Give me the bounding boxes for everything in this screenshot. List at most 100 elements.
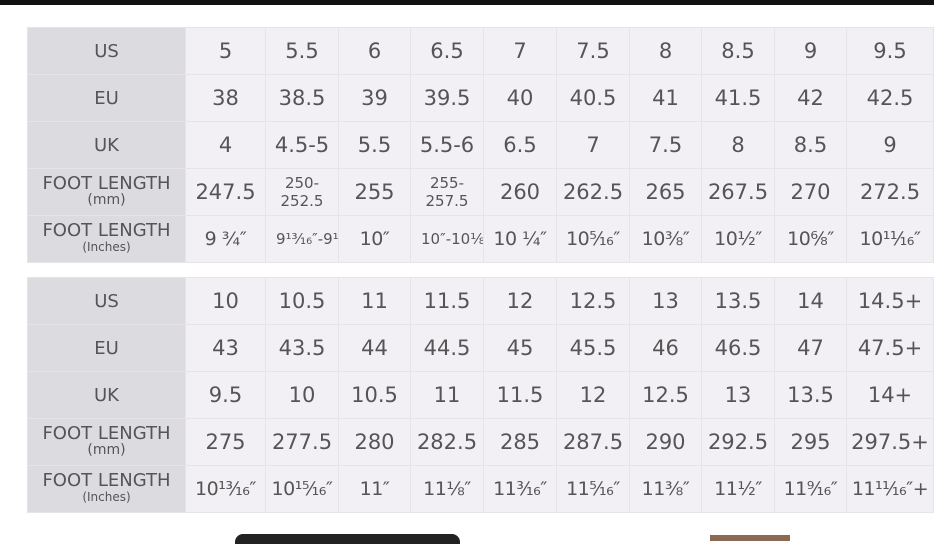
size-cell: 255-257.5 [410,168,484,216]
size-cell: 260 [483,168,557,216]
size-cell: 4 [185,121,266,169]
size-cell: 38 [185,74,266,122]
row-label-unit: (Inches) [82,240,131,254]
size-cell: 280 [338,418,411,466]
size-cell: 262.5 [556,168,630,216]
row-label: FOOT LENGTH (mm) [27,168,186,216]
size-cell: 8 [701,121,775,169]
size-cell: 44.5 [410,324,484,372]
size-cell: 11 [410,371,484,419]
size-cell: 43.5 [265,324,339,372]
size-table-1: US 5 5.5 6 6.5 7 7.5 8 8.5 9 9.5 EU 38 38.5 39 39.5 40 40… [27,27,934,263]
table-row: FOOT LENGTH (Inches) 10¹³⁄₁₆″ 10¹⁵⁄₁₆″ 11″ 11… [27,465,934,513]
size-cell: 9 [846,121,934,169]
size-cell: 8.5 [701,27,775,75]
row-label-unit: (mm) [87,192,126,208]
size-cell: 42.5 [846,74,934,122]
size-cell: 292.5 [701,418,775,466]
size-range-text: 10″-10⅛″ [421,230,484,248]
size-cell: 10.5 [338,371,411,419]
size-cell: 270 [774,168,847,216]
size-cell: 295 [774,418,847,466]
size-cell: 12 [556,371,630,419]
size-cell: 11.5 [410,277,484,325]
table-row: FOOT LENGTH (mm) 275 277.5 280 282.5 285 287.5 2… [27,418,934,466]
size-cell: 10.5 [265,277,339,325]
size-cell: 14+ [846,371,934,419]
size-cell: 12.5 [629,371,702,419]
size-cell: 5 [185,27,266,75]
size-cell: 44 [338,324,411,372]
size-cell: 13 [629,277,702,325]
size-cell: 13.5 [701,277,775,325]
size-cell: 42 [774,74,847,122]
size-cell: 11 [338,277,411,325]
size-cell: 46.5 [701,324,775,372]
size-cell: 10 [265,371,339,419]
size-cell: 39.5 [410,74,484,122]
size-cell: 275 [185,418,266,466]
size-cell: 40 [483,74,557,122]
size-cell: 247.5 [185,168,266,216]
size-cell: 13 [701,371,775,419]
size-cell: 287.5 [556,418,630,466]
size-cell: 8.5 [774,121,847,169]
size-cell: 9 ¾″ [185,215,266,263]
size-cell: 10 [185,277,266,325]
row-label: FOOT LENGTH (Inches) [27,465,186,513]
table-row: US 10 10.5 11 11.5 12 12.5 13 13.5 14 14.5+ [27,277,934,325]
row-label-text: FOOT LENGTH [42,173,171,194]
size-cell: 265 [629,168,702,216]
size-cell: 255 [338,168,411,216]
table-row: EU 38 38.5 39 39.5 40 40.5 41 41.5 42 42.5 [27,74,934,122]
size-cell: 277.5 [265,418,339,466]
table-row: UK 4 4.5-5 5.5 5.5-6 6.5 7 7.5 8 8.5 9 [27,121,934,169]
bottom-button-partial [235,534,460,544]
size-range-text: 9¹³⁄₁₆″-9¹⁵⁄₁₆″ [276,230,339,248]
size-cell: 10¹³⁄₁₆″ [185,465,266,513]
size-cell: 272.5 [846,168,934,216]
size-cell: 7.5 [556,27,630,75]
size-cell: 11.5 [483,371,557,419]
size-cell: 41 [629,74,702,122]
size-cell: 267.5 [701,168,775,216]
row-label-text: FOOT LENGTH [42,423,171,444]
size-range-text: 255-257.5 [425,174,469,210]
size-cell: 11⅛″ [410,465,484,513]
row-label: EU [27,74,186,122]
size-range-text: 250-252.5 [280,174,324,210]
size-cell: 47.5+ [846,324,934,372]
table-row: FOOT LENGTH(Inches)9 ¾″9¹³⁄₁₆″-9¹⁵⁄₁₆″10… [27,215,934,263]
row-label-unit: (mm) [87,442,126,458]
size-cell: 9 [774,27,847,75]
size-cell: 285 [483,418,557,466]
row-label-unit: (Inches) [82,490,131,504]
table-row: EU 43 43.5 44 44.5 45 45.5 46 46.5 47 47.5+ [27,324,934,372]
row-label-text: US [94,290,119,312]
size-cell: 10″ [338,215,411,263]
row-label-text: EU [94,87,119,109]
size-cell: 11″ [338,465,411,513]
size-cell: 7 [483,27,557,75]
top-bar [0,0,934,5]
size-cell: 9.5 [846,27,934,75]
size-cell: 12 [483,277,557,325]
size-cell: 14.5+ [846,277,934,325]
size-cell: 7 [556,121,630,169]
size-cell: 5.5 [338,121,411,169]
size-cell: 7.5 [629,121,702,169]
size-cell: 297.5+ [846,418,934,466]
row-label-text: UK [94,134,119,156]
size-cell: 10¹⁵⁄₁₆″ [265,465,339,513]
size-cell: 13.5 [774,371,847,419]
row-label: US [27,277,186,325]
size-cell: 6 [338,27,411,75]
row-label: FOOT LENGTH (mm) [27,418,186,466]
size-cell: 5.5 [265,27,339,75]
size-cell: 41.5 [701,74,775,122]
size-table-2: US 10 10.5 11 11.5 12 12.5 13 13.5 14 14.5+ EU 43 43.… [27,277,934,513]
size-cell: 11¹¹⁄₁₆″+ [846,465,934,513]
size-cell: 11³⁄₁₆″ [483,465,557,513]
row-label: UK [27,371,186,419]
size-cell: 39 [338,74,411,122]
